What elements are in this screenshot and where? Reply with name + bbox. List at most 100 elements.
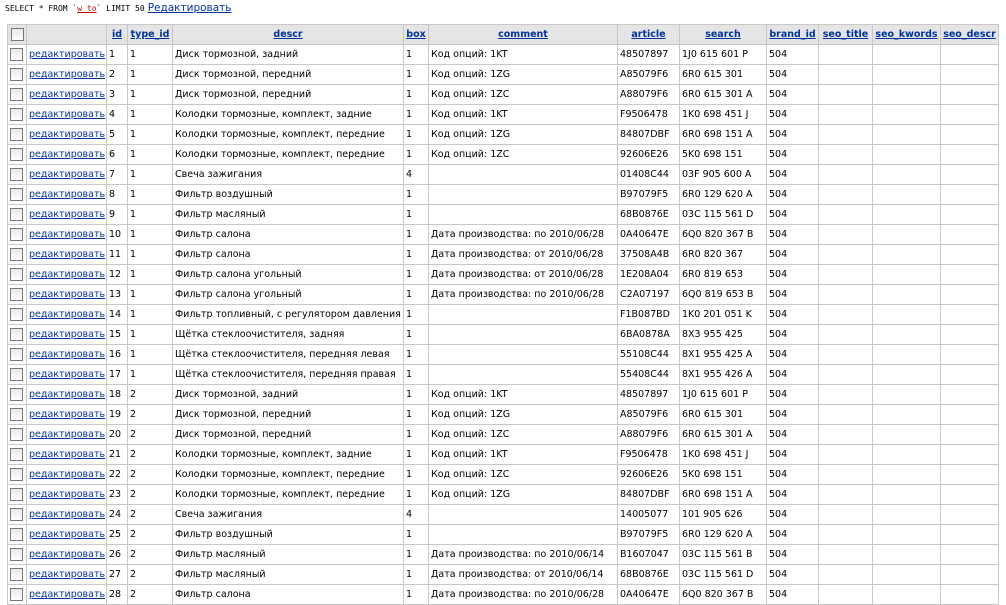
edit-link[interactable]: редактировать <box>29 349 106 360</box>
table-link[interactable]: w_to <box>77 4 97 13</box>
checkbox[interactable] <box>10 208 23 221</box>
table-cell: 1 <box>127 164 173 185</box>
table-row: редактировать 4 1 Колодки тормозные, компле… <box>7 104 999 125</box>
checkbox[interactable] <box>10 428 23 441</box>
sort-link[interactable]: seo_descr <box>943 29 996 40</box>
table-cell <box>818 404 873 425</box>
edit-link[interactable]: редактировать <box>29 209 106 220</box>
edit-link[interactable]: редактировать <box>29 369 106 380</box>
edit-link[interactable]: редактировать <box>29 229 106 240</box>
checkbox[interactable] <box>10 368 23 381</box>
sort-link[interactable]: brand_id <box>769 29 816 40</box>
checkbox[interactable] <box>10 188 23 201</box>
checkbox[interactable] <box>10 528 23 541</box>
checkbox[interactable] <box>10 168 23 181</box>
edit-link[interactable]: редактировать <box>29 109 106 120</box>
checkbox[interactable] <box>10 388 23 401</box>
checkbox[interactable] <box>10 508 23 521</box>
table-cell <box>872 384 941 405</box>
table-cell: Код опций: 1ZG <box>428 484 618 505</box>
checkbox[interactable] <box>10 468 23 481</box>
table-cell <box>428 504 618 525</box>
sort-link[interactable]: comment <box>498 29 548 40</box>
edit-link[interactable]: редактировать <box>29 429 106 440</box>
table-cell: 8 <box>106 184 128 205</box>
table-cell: 20 <box>106 424 128 445</box>
sort-link[interactable]: seo_kwords <box>875 29 938 40</box>
checkbox-cell <box>7 64 27 85</box>
edit-link[interactable]: редактировать <box>29 309 106 320</box>
table-cell: 0A40647E <box>617 584 680 605</box>
table-cell: 4 <box>106 104 128 125</box>
checkbox[interactable] <box>10 128 23 141</box>
sort-link[interactable]: article <box>631 29 666 40</box>
checkbox[interactable] <box>10 568 23 581</box>
checkbox[interactable] <box>10 148 23 161</box>
checkbox[interactable] <box>10 88 23 101</box>
edit-link[interactable]: редактировать <box>29 69 106 80</box>
checkbox[interactable] <box>10 228 23 241</box>
edit-link[interactable]: редактировать <box>29 469 106 480</box>
table-cell: 16 <box>106 344 128 365</box>
table-cell: A85079F6 <box>617 404 680 425</box>
edit-link[interactable]: редактировать <box>29 169 106 180</box>
edit-link[interactable]: редактировать <box>29 49 106 60</box>
table-cell <box>872 564 941 585</box>
edit-link[interactable]: редактировать <box>29 289 106 300</box>
table-cell <box>818 384 873 405</box>
table-cell: Дата производства: от 2010/06/14 <box>428 564 618 585</box>
edit-link[interactable]: редактировать <box>29 89 106 100</box>
checkbox[interactable] <box>10 588 23 601</box>
sort-link[interactable]: id <box>111 29 123 40</box>
table-cell: Дата производства: по 2010/06/28 <box>428 224 618 245</box>
table-cell: 2 <box>127 384 173 405</box>
table-cell: 1 <box>403 344 429 365</box>
edit-link[interactable]: редактировать <box>29 489 106 500</box>
edit-link[interactable]: редактировать <box>29 529 106 540</box>
edit-link[interactable]: редактировать <box>29 569 106 580</box>
edit-link[interactable]: редактировать <box>29 549 106 560</box>
checkbox[interactable] <box>10 308 23 321</box>
table-cell: Колодки тормозные, комплект, задние <box>172 104 404 125</box>
checkbox[interactable] <box>10 28 24 41</box>
edit-link[interactable]: редактировать <box>29 269 106 280</box>
sort-link[interactable]: seo_title <box>822 29 869 40</box>
checkbox[interactable] <box>10 328 23 341</box>
header-row: id type_id descr box comment article search bra… <box>7 24 999 45</box>
edit-link[interactable]: редактировать <box>29 189 106 200</box>
checkbox-cell <box>7 224 27 245</box>
checkbox[interactable] <box>10 108 23 121</box>
table-cell: Колодки тормозные, комплект, задние <box>172 444 404 465</box>
checkbox[interactable] <box>10 248 23 261</box>
table-cell: 28 <box>106 584 128 605</box>
edit-link[interactable]: редактировать <box>29 149 106 160</box>
table-cell: 2 <box>127 484 173 505</box>
checkbox[interactable] <box>10 48 23 61</box>
table-cell: Код опций: 1ZC <box>428 424 618 445</box>
edit-link[interactable]: редактировать <box>29 329 106 340</box>
table-cell <box>818 324 873 345</box>
checkbox[interactable] <box>10 488 23 501</box>
checkbox[interactable] <box>10 68 23 81</box>
edit-link[interactable]: редактировать <box>29 129 106 140</box>
edit-link[interactable]: редактировать <box>29 589 106 600</box>
edit-link[interactable]: редактировать <box>29 249 106 260</box>
edit-query-link[interactable]: Редактировать <box>147 2 232 14</box>
checkbox[interactable] <box>10 448 23 461</box>
edit-link[interactable]: редактировать <box>29 449 106 460</box>
checkbox[interactable] <box>10 548 23 561</box>
edit-link[interactable]: редактировать <box>29 509 106 520</box>
checkbox[interactable] <box>10 348 23 361</box>
checkbox[interactable] <box>10 268 23 281</box>
checkbox[interactable] <box>10 288 23 301</box>
table-cell <box>818 344 873 365</box>
checkbox[interactable] <box>10 408 23 421</box>
sort-link[interactable]: descr <box>273 29 303 40</box>
sort-link[interactable]: search <box>705 29 741 40</box>
edit-link[interactable]: редактировать <box>29 409 106 420</box>
edit-link[interactable]: редактировать <box>29 389 106 400</box>
edit-cell: редактировать <box>26 104 107 125</box>
sort-link[interactable]: box <box>406 29 426 40</box>
edit-cell: редактировать <box>26 264 107 285</box>
sort-link[interactable]: type_id <box>130 29 170 40</box>
